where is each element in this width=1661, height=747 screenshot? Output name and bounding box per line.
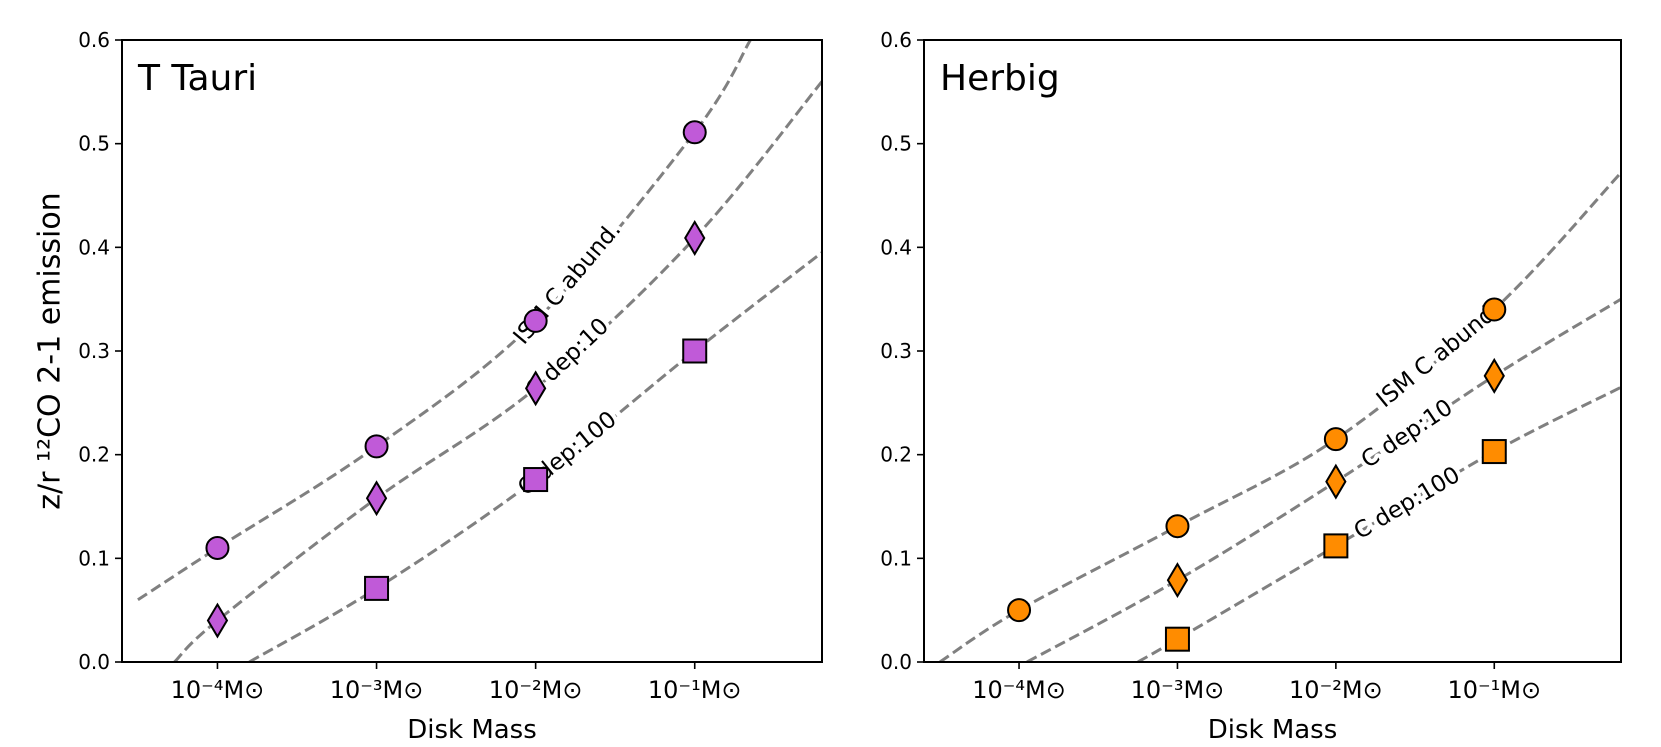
y-tick-label: 0.2 <box>78 443 110 467</box>
curve-label: C dep:100 <box>1350 462 1465 545</box>
data-point-circle <box>1482 297 1507 322</box>
data-point-diamond <box>365 480 388 517</box>
data-point-circle <box>364 434 389 459</box>
data-point-circle <box>205 535 230 560</box>
y-axis-title: z/r ¹²CO 2-1 emission <box>33 192 68 509</box>
x-axis-title: Disk Mass <box>407 715 537 745</box>
data-point-diamond <box>1483 357 1505 394</box>
x-tick-label: 10⁻¹M⊙ <box>1447 676 1541 704</box>
axes-frame <box>923 39 1622 663</box>
axes-frame <box>121 39 823 663</box>
data-point-circle <box>1165 514 1190 539</box>
y-tick-label: 0.4 <box>78 235 110 259</box>
data-point-square <box>1323 533 1349 559</box>
curve-c-dep-10 <box>173 80 822 662</box>
x-tick-label: 10⁻³M⊙ <box>330 676 424 704</box>
y-tick-label: 0.3 <box>880 339 912 363</box>
x-tick-label: 10⁻³M⊙ <box>1131 676 1225 704</box>
data-point-circle <box>523 308 548 333</box>
y-tick-label: 0.2 <box>880 443 912 467</box>
y-tick-label: 0.0 <box>78 650 110 674</box>
panel-title: T Tauri <box>137 58 257 99</box>
x-tick-label: 10⁻⁴M⊙ <box>972 676 1066 704</box>
y-tick-label: 0.4 <box>880 235 912 259</box>
data-point-square <box>523 467 549 493</box>
data-point-square <box>364 575 390 601</box>
data-point-diamond <box>1325 463 1347 500</box>
data-point-diamond <box>206 602 229 639</box>
panel-t-tauri: ISM C abund.C dep:10C dep:1000.00.10.20.… <box>33 28 823 745</box>
markers <box>205 120 708 639</box>
markers <box>1007 297 1507 652</box>
data-point-square <box>682 338 708 364</box>
curve-label: C dep:10 <box>1357 394 1458 473</box>
panel-herbig: ISM C abund.C dep:10C dep:1000.00.10.20.… <box>880 28 1622 745</box>
y-tick-label: 0.1 <box>880 546 912 570</box>
curves <box>939 171 1621 662</box>
data-point-square <box>1164 626 1190 652</box>
x-axis-title: Disk Mass <box>1208 715 1338 745</box>
y-tick-label: 0.6 <box>880 28 912 52</box>
y-tick-label: 0.1 <box>78 546 110 570</box>
x-tick-label: 10⁻¹M⊙ <box>648 676 742 704</box>
data-point-diamond <box>1166 562 1189 599</box>
curve-c-dep-10 <box>1026 297 1621 662</box>
data-point-square <box>1481 439 1507 465</box>
x-tick-label: 10⁻²M⊙ <box>489 676 583 704</box>
data-point-circle <box>682 120 707 145</box>
curve-ism-c-abund <box>137 40 752 602</box>
data-point-diamond <box>684 220 706 256</box>
data-point-circle <box>1323 427 1348 452</box>
data-point-diamond <box>524 370 547 407</box>
panel-title: Herbig <box>940 58 1060 99</box>
y-tick-label: 0.0 <box>880 650 912 674</box>
curve-ism-c-abund <box>939 171 1621 662</box>
y-tick-label: 0.3 <box>78 339 110 363</box>
y-tick-label: 0.5 <box>78 132 110 156</box>
curves <box>137 40 822 662</box>
y-tick-label: 0.6 <box>78 28 110 52</box>
y-tick-label: 0.5 <box>880 132 912 156</box>
x-tick-label: 10⁻⁴M⊙ <box>171 676 265 704</box>
x-tick-label: 10⁻²M⊙ <box>1289 676 1383 704</box>
data-point-circle <box>1007 598 1032 623</box>
